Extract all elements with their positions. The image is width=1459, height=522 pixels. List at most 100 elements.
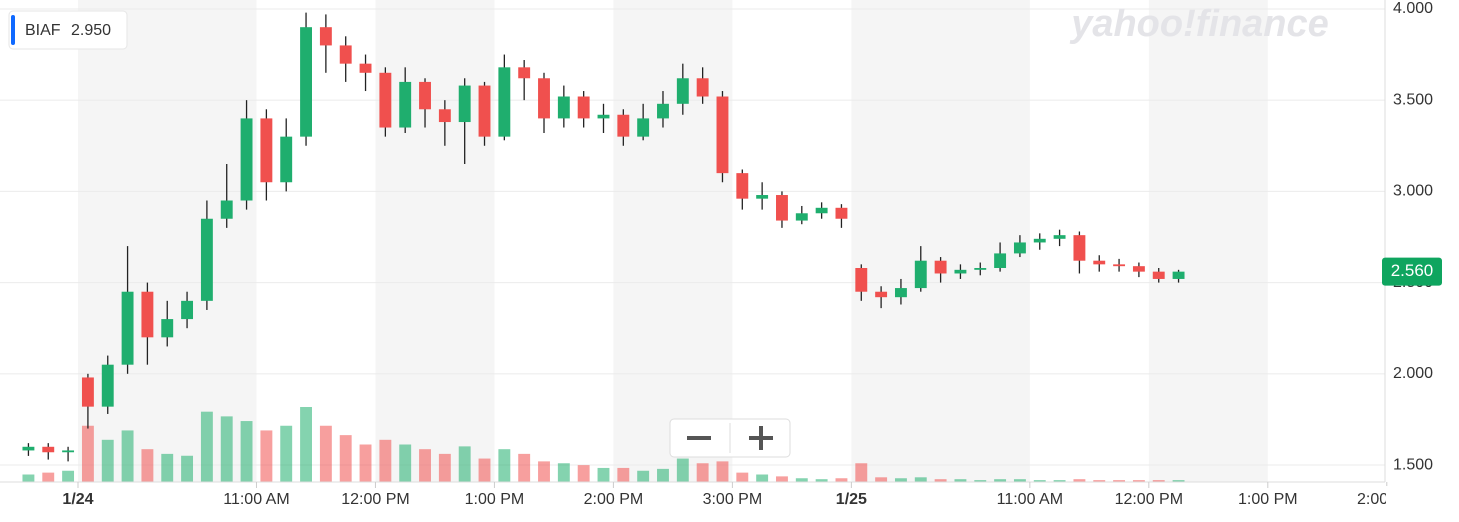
y-tick-label: 1.500 bbox=[1393, 456, 1433, 473]
candle-body bbox=[894, 288, 907, 298]
candle-body bbox=[1172, 271, 1185, 279]
candle-body bbox=[81, 377, 94, 407]
volume-bar bbox=[339, 435, 352, 482]
y-tick-label: 3.000 bbox=[1393, 183, 1433, 200]
volume-bar bbox=[319, 425, 332, 482]
volume-bar bbox=[1113, 480, 1126, 482]
volume-bar bbox=[1013, 479, 1026, 482]
zoom-in[interactable] bbox=[749, 426, 773, 450]
volume-bar bbox=[934, 479, 947, 482]
right-mask bbox=[1386, 486, 1459, 522]
volume-bar bbox=[359, 444, 372, 482]
volume-bar bbox=[478, 458, 491, 482]
candle-body bbox=[1073, 235, 1086, 261]
volume-bar bbox=[101, 439, 114, 482]
volume-bar bbox=[835, 478, 848, 482]
candle-body bbox=[954, 269, 967, 274]
candle-body bbox=[696, 78, 709, 97]
x-tick-label: 12:00 PM bbox=[1115, 491, 1183, 508]
volume-bar bbox=[538, 461, 550, 482]
volume-bar bbox=[1073, 479, 1086, 482]
candle-body bbox=[280, 136, 293, 183]
candle-body bbox=[22, 446, 35, 451]
candle-body bbox=[776, 195, 788, 221]
volume-bar bbox=[994, 479, 1007, 482]
volume-bar bbox=[141, 449, 154, 482]
candle-body bbox=[339, 45, 352, 64]
candle-body bbox=[419, 81, 431, 110]
volume-bar bbox=[657, 468, 669, 482]
volume-bar bbox=[795, 478, 808, 482]
candle-body bbox=[62, 450, 75, 453]
x-tick-label: 1:00 PM bbox=[465, 491, 525, 508]
volume-bar bbox=[557, 463, 570, 482]
volume-bar bbox=[458, 446, 471, 482]
volume-bar bbox=[379, 439, 392, 482]
candle-body bbox=[855, 268, 868, 292]
volume-bar bbox=[498, 449, 511, 482]
volume-bar bbox=[954, 479, 967, 482]
last-price-tag bbox=[1382, 257, 1442, 286]
volume-bar bbox=[1172, 480, 1185, 482]
candle-body bbox=[399, 81, 412, 128]
candle-body bbox=[220, 200, 233, 219]
volume-bar bbox=[776, 476, 788, 482]
x-tick-label: 12:00 PM bbox=[341, 491, 409, 508]
volume-bar bbox=[280, 425, 293, 482]
symbol-badge: BIAF 2.950 bbox=[8, 10, 128, 50]
y-tick-label: 2.000 bbox=[1393, 365, 1433, 382]
last-price-label: 2.560 bbox=[1391, 261, 1434, 280]
y-tick-label: 3.500 bbox=[1393, 91, 1433, 108]
volume-bar bbox=[518, 453, 531, 482]
candle-body bbox=[379, 72, 392, 128]
candle-body bbox=[518, 67, 531, 79]
volume-bar bbox=[597, 467, 610, 482]
badge-box bbox=[8, 10, 128, 50]
candle-body bbox=[756, 195, 769, 199]
candle-body bbox=[914, 260, 927, 289]
candle-body bbox=[240, 118, 253, 201]
volume-bar bbox=[716, 461, 729, 482]
volume-bar bbox=[121, 430, 134, 482]
candle-body bbox=[657, 103, 669, 119]
candle-body bbox=[538, 78, 550, 119]
volume-bar bbox=[637, 470, 650, 482]
zoom-out[interactable] bbox=[687, 436, 711, 440]
volume-bar bbox=[1033, 480, 1046, 482]
candle-body bbox=[161, 319, 174, 338]
candle-body bbox=[478, 85, 491, 137]
x-tick-label: 1/25 bbox=[836, 491, 867, 508]
volume-bar bbox=[1093, 480, 1106, 482]
volume-bar bbox=[617, 467, 630, 482]
volume-bar bbox=[42, 472, 55, 482]
volume-bar bbox=[736, 472, 749, 482]
session-band bbox=[78, 0, 257, 482]
x-tick-label: 1:00 PM bbox=[1238, 491, 1298, 508]
volume-bar bbox=[1132, 480, 1145, 482]
x-tick-label: 1/24 bbox=[62, 491, 93, 508]
plot bbox=[22, 12, 1185, 482]
symbol-price: 2.950 bbox=[71, 22, 111, 39]
candle-body bbox=[1093, 260, 1106, 265]
volume-bar bbox=[300, 407, 312, 482]
candle-body bbox=[438, 109, 451, 123]
volume-bar bbox=[22, 474, 35, 482]
session-band bbox=[613, 0, 733, 482]
volume-bar bbox=[756, 474, 769, 482]
session-bands bbox=[0, 0, 1385, 482]
candle-body bbox=[319, 27, 332, 46]
candle-body bbox=[597, 114, 610, 119]
candle-body bbox=[42, 446, 55, 453]
volume-bar bbox=[399, 444, 412, 482]
candle-body bbox=[121, 291, 134, 365]
volume-bar bbox=[81, 425, 94, 482]
logo: yahoo!finance bbox=[1069, 3, 1329, 45]
volume-bar bbox=[220, 416, 233, 482]
candle-body bbox=[1113, 264, 1126, 267]
symbol: BIAF bbox=[25, 22, 61, 39]
candle-body bbox=[676, 78, 689, 104]
candle-body bbox=[260, 118, 273, 183]
volume-bar bbox=[855, 463, 868, 482]
candle-body bbox=[458, 85, 471, 123]
